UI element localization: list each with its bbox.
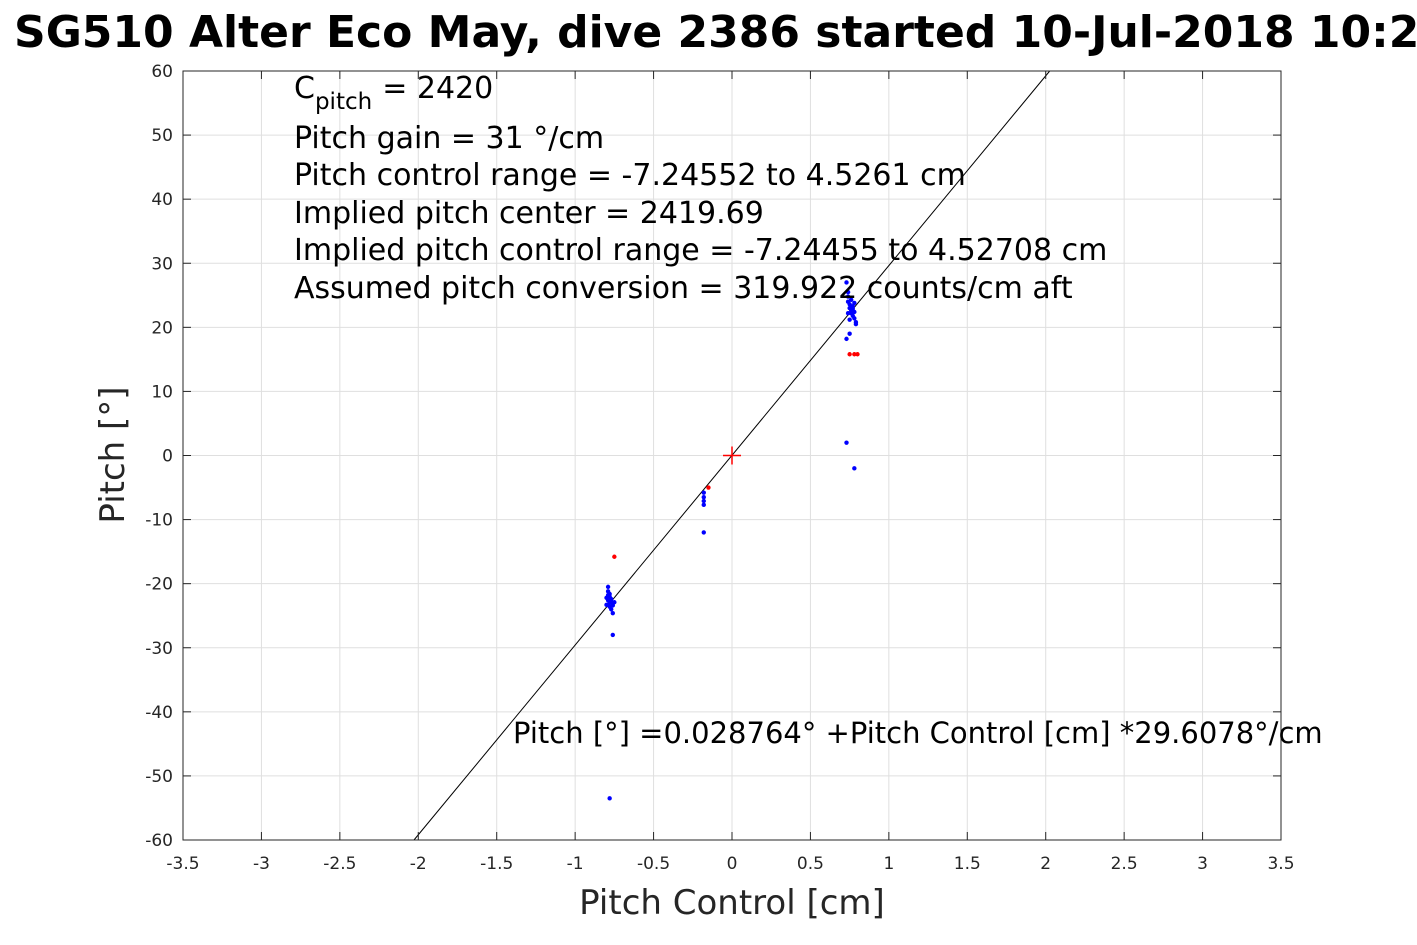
chart-title: SG510 Alter Eco May, dive 2386 started 1… bbox=[14, 7, 1417, 58]
y-tick-label: -40 bbox=[145, 703, 173, 723]
fit-equation: Pitch [°] =0.028764° +Pitch Control [cm]… bbox=[513, 716, 1323, 750]
data-point bbox=[847, 352, 852, 357]
data-point bbox=[607, 594, 612, 599]
data-point bbox=[844, 336, 849, 342]
x-tick-label: 1.5 bbox=[954, 854, 981, 874]
y-tick-label: 30 bbox=[151, 254, 173, 274]
pitch-gain-text: Pitch gain = 31 °/cm bbox=[294, 121, 604, 156]
y-tick-label: 40 bbox=[151, 190, 173, 210]
x-tick-label: 2.5 bbox=[1111, 854, 1138, 874]
y-tick-label: -50 bbox=[145, 767, 173, 787]
x-tick-label: 1 bbox=[883, 854, 894, 874]
data-point bbox=[701, 530, 706, 535]
implied-pitch-center-text: Implied pitch center = 2419.69 bbox=[294, 196, 764, 231]
y-tick-label: 60 bbox=[151, 62, 173, 82]
grid-lines bbox=[182, 70, 1282, 841]
data-point bbox=[610, 610, 615, 616]
data-point bbox=[844, 440, 849, 445]
data-point bbox=[849, 297, 854, 302]
x-tick-label: -3 bbox=[253, 854, 270, 874]
data-point bbox=[847, 331, 852, 336]
data-point bbox=[844, 280, 849, 285]
data-point bbox=[845, 289, 851, 295]
y-axis-label: Pitch [°] bbox=[93, 386, 133, 523]
annotation-block: Cpitch = 2420 Pitch gain = 31 °/cm Pitch … bbox=[294, 71, 1107, 306]
data-point bbox=[852, 466, 857, 471]
data-point bbox=[607, 796, 612, 801]
y-tick-label: 50 bbox=[151, 126, 173, 146]
y-tick-label: -10 bbox=[145, 511, 173, 531]
y-tick-label: 20 bbox=[151, 318, 173, 338]
pitch-control-range-text: Pitch control range = -7.24552 to 4.5261… bbox=[294, 158, 966, 193]
y-tick-label: 10 bbox=[151, 382, 173, 402]
x-tick-label: 3.5 bbox=[1267, 854, 1294, 874]
x-tick-label: 0.5 bbox=[797, 854, 824, 874]
x-tick-label: -2.5 bbox=[323, 854, 356, 874]
y-tick-label: -60 bbox=[145, 831, 173, 851]
data-point bbox=[701, 494, 706, 500]
data-point bbox=[610, 632, 615, 638]
data-point bbox=[845, 294, 851, 299]
data-point bbox=[605, 584, 611, 590]
data-point bbox=[852, 309, 857, 315]
y-tick-label: -20 bbox=[145, 575, 173, 595]
data-points bbox=[604, 280, 860, 801]
x-tick-label: -0.5 bbox=[637, 854, 670, 874]
data-point bbox=[609, 607, 614, 612]
axis-ticks: -3.5 -3 -2.5 -2 -1.5 -1 -0.5 0 0.5 1 1.5 2 2.5 3 3.5 -6… bbox=[145, 62, 1294, 874]
x-tick-label: -2 bbox=[410, 854, 427, 874]
x-tick-label: 2 bbox=[1040, 854, 1051, 874]
data-point bbox=[706, 485, 711, 490]
data-point bbox=[612, 554, 617, 559]
x-tick-label: 0 bbox=[727, 854, 738, 874]
data-point bbox=[852, 352, 857, 357]
implied-pitch-control-range-text: Implied pitch control range = -7.24455 t… bbox=[294, 233, 1107, 268]
c-pitch-line: Cpitch = 2420 bbox=[294, 71, 493, 115]
y-tick-label: -30 bbox=[145, 639, 173, 659]
data-point bbox=[853, 321, 859, 327]
assumed-pitch-conversion-text: Assumed pitch conversion = 319.922 count… bbox=[294, 271, 1073, 306]
data-point bbox=[855, 352, 860, 357]
x-axis-label: Pitch Control [cm] bbox=[579, 883, 885, 923]
data-point bbox=[852, 300, 857, 306]
data-point bbox=[701, 490, 706, 495]
x-tick-label: -1.5 bbox=[480, 854, 513, 874]
y-tick-label: 0 bbox=[162, 447, 173, 467]
center-marker bbox=[723, 446, 741, 465]
data-point bbox=[845, 311, 851, 316]
data-point bbox=[612, 600, 617, 605]
data-point bbox=[852, 316, 857, 321]
x-tick-label: 3 bbox=[1197, 854, 1208, 874]
x-tick-label: -1 bbox=[567, 854, 584, 874]
data-point bbox=[847, 317, 852, 322]
data-point bbox=[701, 502, 706, 508]
x-tick-label: -3.5 bbox=[166, 854, 199, 874]
data-point bbox=[701, 498, 706, 504]
